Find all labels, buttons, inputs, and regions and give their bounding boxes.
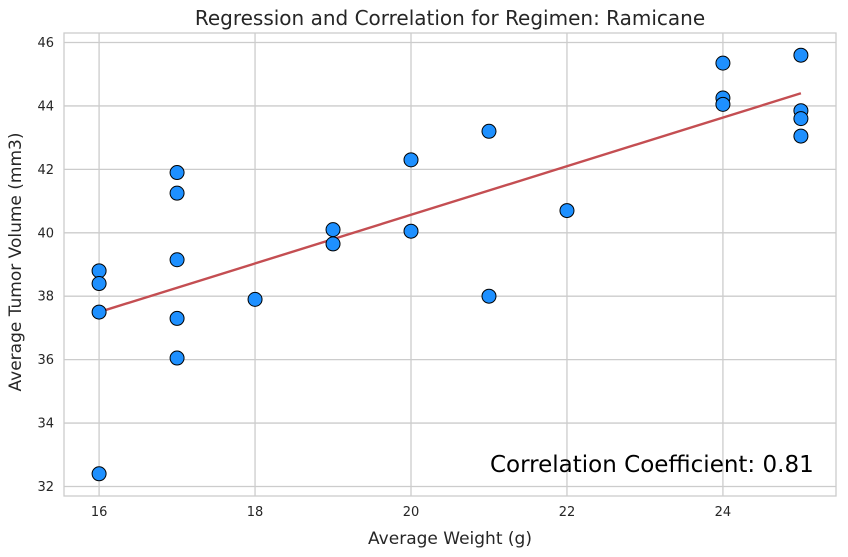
y-tick-label: 40	[37, 226, 54, 241]
y-tick-label: 32	[37, 480, 54, 495]
grid-lines	[64, 33, 836, 496]
plot-frame	[63, 32, 837, 497]
x-tick-labels: 16 18 20 22 24	[91, 505, 731, 520]
y-tick-label: 36	[37, 353, 54, 368]
y-tick-label: 34	[37, 417, 54, 432]
y-tick-label: 46	[37, 36, 54, 51]
x-axis-label: Average Weight (g)	[368, 529, 532, 549]
y-tick-label: 42	[37, 163, 54, 178]
scatter-point	[91, 276, 107, 292]
scatter-point	[91, 263, 107, 279]
scatter-point	[481, 123, 497, 139]
y-tick-labels: 32 34 36 38 40 42 44 46	[37, 36, 54, 495]
scatter-point	[403, 152, 419, 168]
x-tick-label: 16	[91, 505, 108, 520]
scatter-point	[793, 111, 809, 127]
scatter-point	[481, 288, 497, 304]
scatter-point	[169, 350, 185, 366]
scatter-point	[715, 96, 731, 112]
x-tick-label: 24	[715, 505, 732, 520]
scatter-point	[403, 223, 419, 239]
regression-layer	[98, 92, 802, 314]
scatter-point	[559, 203, 575, 219]
x-tick-label: 18	[247, 505, 264, 520]
y-tick-label: 38	[37, 290, 54, 305]
scatter-point	[91, 304, 107, 320]
scatter-point	[325, 222, 341, 238]
scatter-point	[325, 236, 341, 252]
scatter-point	[169, 165, 185, 181]
data-points	[91, 47, 809, 482]
regression-line	[98, 92, 802, 314]
y-tick-label: 44	[37, 99, 54, 114]
x-tick-label: 22	[559, 505, 576, 520]
x-tick-label: 20	[403, 505, 420, 520]
scatter-point	[91, 466, 107, 482]
scatter-point	[169, 185, 185, 201]
chart-title: Regression and Correlation for Regimen: …	[195, 6, 705, 30]
scatter-point	[715, 55, 731, 71]
scatter-point	[793, 47, 809, 63]
scatter-point	[247, 291, 263, 307]
scatter-point	[169, 252, 185, 268]
correlation-annotation: Correlation Coefficient: 0.81	[490, 452, 814, 478]
scatter-point	[169, 310, 185, 326]
y-axis-label: Average Tumor Volume (mm3)	[6, 133, 26, 392]
scatter-point	[793, 128, 809, 144]
